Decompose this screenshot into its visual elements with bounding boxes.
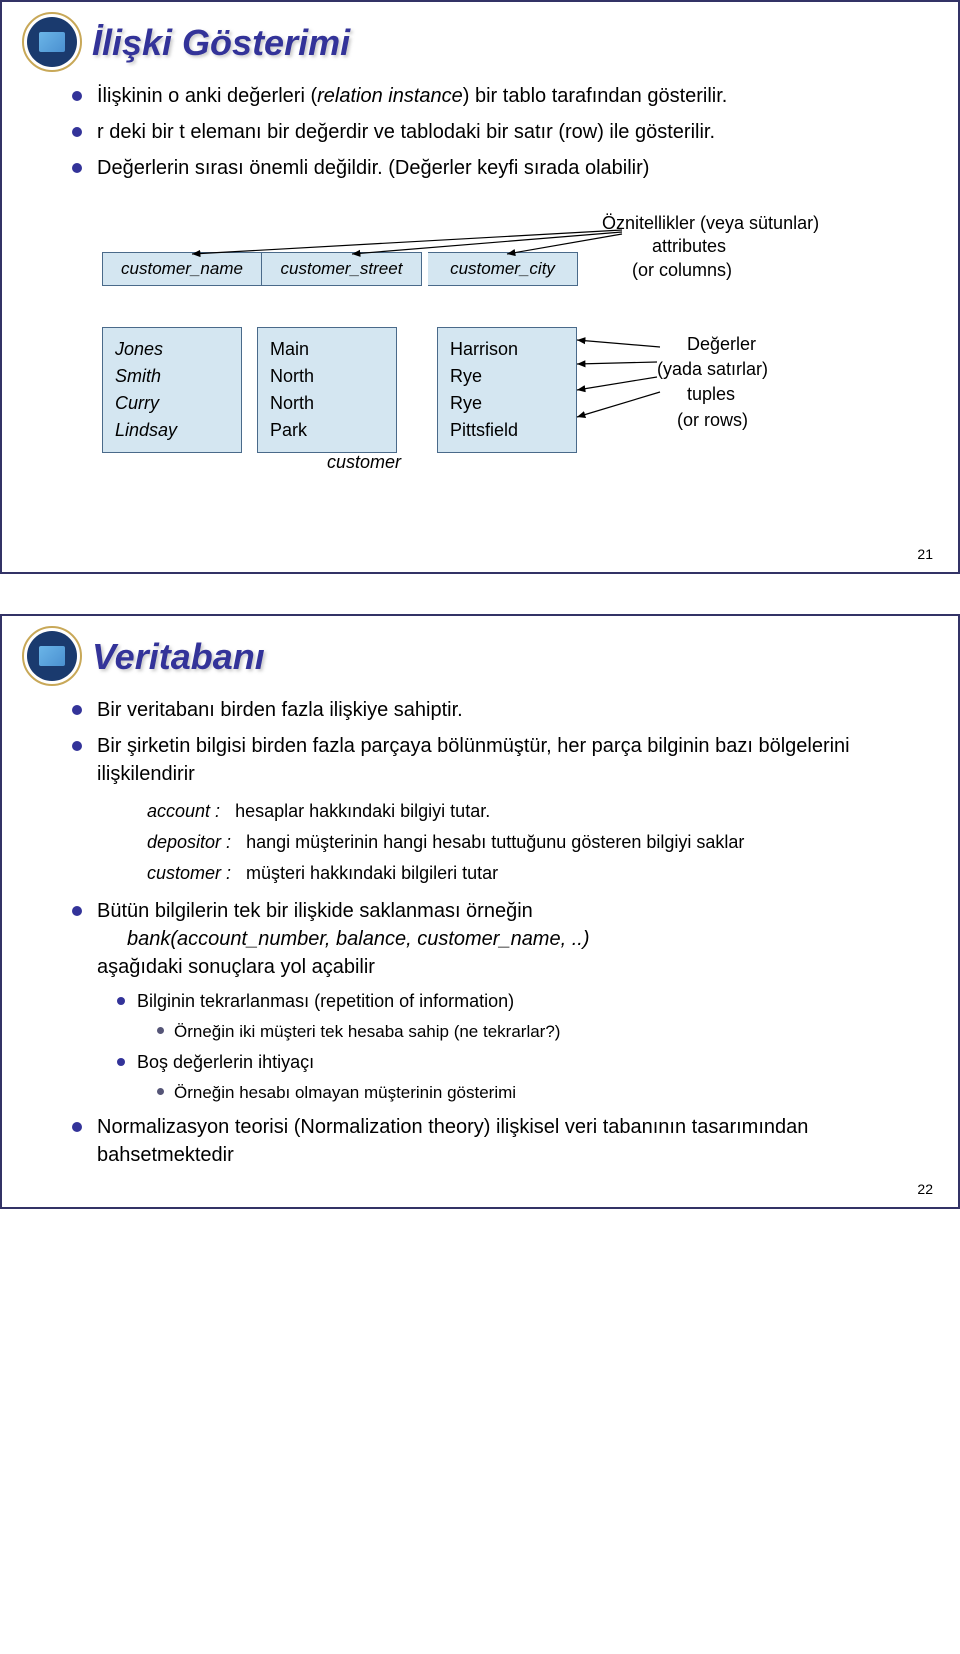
- desc: müşteri hakkındaki bilgileri tutar: [246, 863, 498, 883]
- sub-item: customer : müşteri hakkındaki bilgileri …: [147, 860, 918, 887]
- bullet-list: İlişkinin o anki değerleri (relation ins…: [72, 82, 918, 182]
- relation-diagram: Öznitellikler (veya sütunlar) attributes…: [102, 212, 918, 532]
- col-header: customer_name: [102, 252, 262, 286]
- tuples-label: Değerler (yada satırlar) tuples (or rows…: [657, 332, 768, 433]
- deep-item: Örneğin hesabı olmayan müşterinin göster…: [157, 1081, 918, 1105]
- bullet-text: Bütün bilgilerin tek bir ilişkide saklan…: [97, 897, 918, 981]
- bullet-marker-icon: [117, 997, 125, 1005]
- bullet-marker-icon: [72, 91, 82, 101]
- term: depositor :: [147, 832, 236, 852]
- deep-text: Örneğin hesabı olmayan müşterinin göster…: [174, 1081, 516, 1105]
- line: bank(account_number, balance, customer_n…: [97, 925, 918, 953]
- slide-title: Veritabanı: [92, 636, 265, 678]
- page-number: 21: [917, 546, 933, 562]
- bullet-marker-icon: [157, 1027, 164, 1034]
- bullet-text: r deki bir t elemanı bir değerdir ve tab…: [97, 118, 918, 146]
- bullet-text: İlişkinin o anki değerleri (relation ins…: [97, 82, 918, 110]
- university-logo: [27, 17, 77, 67]
- bullet-marker-icon: [157, 1088, 164, 1095]
- bullet-marker-icon: [72, 163, 82, 173]
- bullet-marker-icon: [72, 1122, 82, 1132]
- bullet-item: Bir şirketin bilgisi birden fazla parçay…: [72, 732, 918, 788]
- tuple-line: tuples: [657, 382, 768, 407]
- university-logo: [27, 631, 77, 681]
- nested-text: Bilginin tekrarlanması (repetition of in…: [137, 989, 514, 1014]
- bullet-item: Normalizasyon teorisi (Normalization the…: [72, 1113, 918, 1169]
- sub-list: account : hesaplar hakkındaki bilgiyi tu…: [147, 798, 918, 887]
- bullet-text: Değerlerin sırası önemli değildir. (Değe…: [97, 154, 918, 182]
- table-data-row: Jones Smith Curry Lindsay Main North Nor…: [102, 327, 577, 453]
- bullet-text: Bir şirketin bilgisi birden fazla parçay…: [97, 732, 918, 788]
- table-header-row: customer_name customer_street customer_c…: [102, 252, 578, 286]
- desc: hangi müşterinin hangi hesabı tuttuğunu …: [246, 832, 744, 852]
- bullet-marker-icon: [72, 705, 82, 715]
- bullet-item: r deki bir t elemanı bir değerdir ve tab…: [72, 118, 918, 146]
- bullet-text: Normalizasyon teorisi (Normalization the…: [97, 1113, 918, 1169]
- bullet-item: Bir veritabanı birden fazla ilişkiye sah…: [72, 696, 918, 724]
- bullet-marker-icon: [72, 127, 82, 137]
- bullet-marker-icon: [117, 1058, 125, 1066]
- table-name-label: customer: [327, 452, 401, 473]
- slide-header: İlişki Gösterimi: [42, 22, 918, 67]
- tuple-line: Değerler: [657, 332, 768, 357]
- desc: hesaplar hakkındaki bilgiyi tutar.: [235, 801, 490, 821]
- data-col-2: Main North North Park: [257, 327, 397, 453]
- data-col-1: Jones Smith Curry Lindsay: [102, 327, 242, 453]
- slide-header: Veritabanı: [42, 636, 918, 681]
- bullet-marker-icon: [72, 741, 82, 751]
- bullet-item: İlişkinin o anki değerleri (relation ins…: [72, 82, 918, 110]
- nested-item: Boş değerlerin ihtiyaçı: [117, 1050, 918, 1075]
- tuple-line: (yada satırlar): [657, 357, 768, 382]
- nested-text: Boş değerlerin ihtiyaçı: [137, 1050, 314, 1075]
- line: aşağıdaki sonuçlara yol açabilir: [97, 953, 918, 981]
- attr-line: Öznitellikler (veya sütunlar): [602, 212, 819, 235]
- slide-title: İlişki Gösterimi: [92, 22, 350, 64]
- slide-1: İlişki Gösterimi İlişkinin o anki değerl…: [0, 0, 960, 574]
- sub-item: account : hesaplar hakkındaki bilgiyi tu…: [147, 798, 918, 825]
- bullet-marker-icon: [72, 906, 82, 916]
- attr-line: (or columns): [602, 259, 819, 282]
- deep-text: Örneğin iki müşteri tek hesaba sahip (ne…: [174, 1020, 560, 1044]
- term: customer :: [147, 863, 236, 883]
- nested-item: Bilginin tekrarlanması (repetition of in…: [117, 989, 918, 1014]
- sub-item: depositor : hangi müşterinin hangi hesab…: [147, 829, 918, 856]
- bullet-list: Bir veritabanı birden fazla ilişkiye sah…: [72, 696, 918, 1169]
- line: Bütün bilgilerin tek bir ilişkide saklan…: [97, 897, 918, 925]
- code: bank(account_number, balance, customer_n…: [127, 928, 589, 950]
- slide-2: Veritabanı Bir veritabanı birden fazla i…: [0, 614, 960, 1209]
- col-header: customer_city: [428, 252, 578, 286]
- attr-line: attributes: [602, 235, 819, 258]
- term: account :: [147, 801, 225, 821]
- data-col-3: Harrison Rye Rye Pittsfield: [437, 327, 577, 453]
- page-number: 22: [917, 1181, 933, 1197]
- bullet-item: Bütün bilgilerin tek bir ilişkide saklan…: [72, 897, 918, 981]
- col-header: customer_street: [262, 252, 422, 286]
- deep-item: Örneğin iki müşteri tek hesaba sahip (ne…: [157, 1020, 918, 1044]
- attributes-label: Öznitellikler (veya sütunlar) attributes…: [602, 212, 819, 282]
- bullet-item: Değerlerin sırası önemli değildir. (Değe…: [72, 154, 918, 182]
- bullet-text: Bir veritabanı birden fazla ilişkiye sah…: [97, 696, 918, 724]
- tuple-line: (or rows): [657, 408, 768, 433]
